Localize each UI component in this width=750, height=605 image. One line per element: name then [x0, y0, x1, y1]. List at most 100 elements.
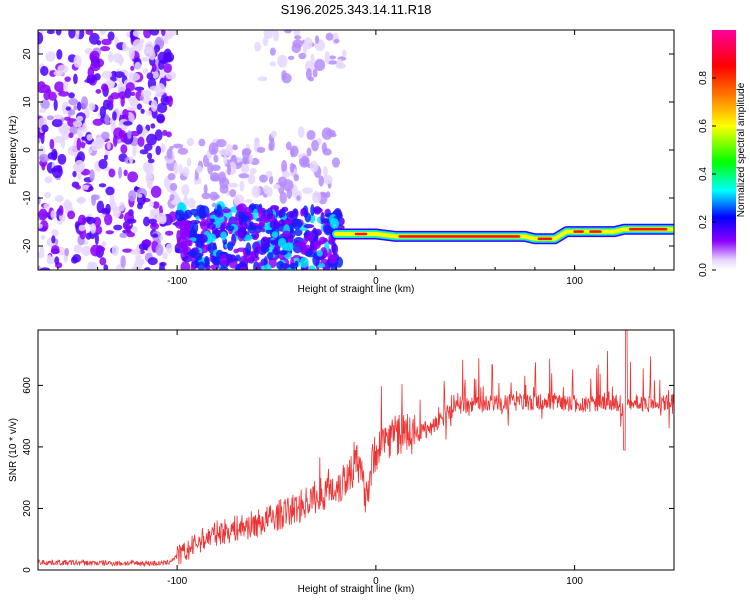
spectrogram-cell [220, 224, 226, 234]
spectrogram-cell [51, 245, 60, 254]
spectrogram-cell [306, 129, 316, 141]
spectrogram-cell [58, 205, 64, 216]
spectrogram-cell [63, 116, 72, 121]
spectrogram-cell [76, 101, 82, 111]
spectrogram-cell [263, 184, 270, 195]
spectrogram-cell [198, 138, 206, 147]
spectrogram-cell [72, 254, 82, 263]
spectrogram-cell [293, 30, 301, 37]
spectrogram-cell [44, 176, 53, 184]
spectrogram-cell [294, 35, 302, 40]
spectrogram-cell [122, 108, 129, 119]
spectrogram-cell [38, 265, 41, 270]
spectrogram-cell [149, 50, 156, 61]
spectrogram-cell [142, 161, 153, 173]
spectrogram-cell [284, 30, 292, 34]
spectrogram-cell [126, 31, 131, 38]
spectrogram-cell [256, 146, 266, 154]
spectrogram-cell [68, 30, 76, 39]
spectrogram-cell [130, 249, 141, 255]
spectrogram-cell [130, 65, 135, 71]
colorbar-tick-label: 0.0 [698, 263, 709, 277]
spectrogram-cell [167, 172, 176, 181]
spectrogram-cell [304, 60, 314, 73]
spectrogram-cell [122, 248, 133, 253]
spectrogram-cell [143, 216, 150, 227]
spectrogram-cell [39, 108, 47, 113]
spectrogram-cell [244, 198, 253, 204]
spectrogram-cell [98, 183, 107, 188]
spectrogram-cell [160, 34, 171, 40]
spectrogram-cell [278, 209, 283, 219]
spectrogram-cell [101, 70, 113, 79]
spectrogram-cell [206, 222, 216, 230]
spectrogram-cell [98, 158, 108, 170]
spectrogram-cell [72, 120, 83, 128]
spectrogram-cell [196, 165, 203, 174]
spectrogram-cell [69, 125, 79, 135]
x-tick-label: -100 [167, 576, 187, 587]
spectrogram-cell [225, 144, 233, 157]
spectrogram-cell [125, 82, 135, 92]
spectrogram-cell [320, 192, 328, 198]
spectrogram-cell [335, 63, 346, 69]
spectrogram-cell [127, 130, 132, 140]
spectrogram-cell [149, 30, 160, 36]
spectrogram-cell [53, 136, 65, 144]
spectrogram-cell [51, 229, 59, 237]
spectrogram-cell [140, 89, 152, 98]
spectrogram-cell [41, 162, 46, 171]
spectrogram-cell [243, 157, 248, 165]
spectrogram-cell [200, 244, 209, 254]
spectrogram-cell [101, 241, 107, 247]
spectrogram-cell [128, 190, 137, 202]
spectrogram-cell [88, 102, 96, 111]
colorbar-tick-label: 0.4 [698, 167, 709, 181]
spectrogram-cell [89, 50, 100, 62]
y-tick-label: -20 [22, 238, 33, 253]
spectrogram-cell [107, 51, 114, 63]
spectrogram-cell [150, 222, 160, 230]
spectrogram-cell [197, 177, 202, 185]
spectrogram-cell [249, 167, 257, 175]
spectrogram-cell [43, 203, 51, 210]
spectrogram-cell [57, 153, 67, 165]
spectrogram-cell [167, 95, 173, 107]
spectrogram-cell [308, 76, 315, 82]
spectrogram-cell [99, 105, 107, 119]
spectrogram-cell [249, 225, 258, 230]
spectrogram-cell [162, 56, 173, 62]
spectrogram-cell [178, 163, 183, 176]
spectrogram-cell [104, 114, 110, 126]
spectrogram-cell [277, 54, 288, 68]
spectrogram-cell [238, 173, 250, 179]
spectrogram-cell [227, 182, 239, 188]
spectrogram-cell [223, 154, 228, 165]
spectrogram-cell [149, 201, 154, 208]
spectrogram-cell [64, 76, 71, 82]
spectrogram-cell [253, 137, 260, 146]
spectrogram-cell [43, 191, 52, 199]
spectrogram-cell [75, 184, 82, 190]
spectrogram-cell [90, 244, 101, 257]
spectrogram-cell [269, 47, 276, 56]
spectrogram-cell [147, 152, 153, 160]
spectrogram-cell [308, 265, 316, 270]
spectrogram-cell [160, 143, 166, 153]
spectrogram-cell [122, 42, 127, 52]
spectrogram-cell [50, 167, 58, 173]
spectrogram-cell [134, 86, 145, 91]
spectrogram-cell [303, 37, 313, 50]
spectrogram-cell [299, 256, 309, 268]
colorbar-tick-label: 0.8 [698, 71, 709, 85]
spectrogram-cell [266, 207, 274, 220]
spectrogram-cell [85, 30, 94, 35]
spectrogram-cell [90, 223, 97, 234]
spectrogram-cell [281, 159, 288, 173]
spectrogram-cell [304, 212, 311, 223]
spectrogram-cell [161, 30, 166, 37]
spectrogram-cell [236, 204, 244, 213]
spectrogram-cell [314, 58, 326, 72]
spectrogram-cell [312, 68, 318, 78]
spectrogram-cell [291, 43, 302, 54]
